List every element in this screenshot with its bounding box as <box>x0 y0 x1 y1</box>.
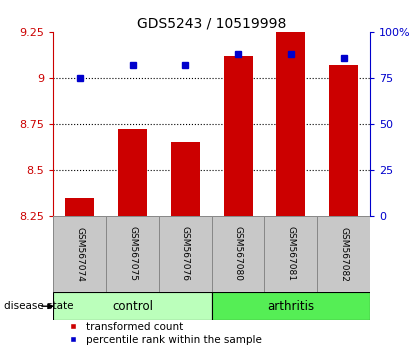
Text: arthritis: arthritis <box>267 300 314 313</box>
Bar <box>212 216 264 292</box>
Bar <box>224 56 252 216</box>
Bar <box>159 216 212 292</box>
Bar <box>106 216 159 292</box>
Bar <box>53 292 212 320</box>
Bar <box>264 216 317 292</box>
Text: GSM567076: GSM567076 <box>181 227 190 281</box>
Legend: transformed count, percentile rank within the sample: transformed count, percentile rank withi… <box>65 317 266 349</box>
Bar <box>317 216 370 292</box>
Bar <box>329 65 358 216</box>
Text: GSM567074: GSM567074 <box>75 227 84 281</box>
Bar <box>171 142 200 216</box>
Text: GSM567081: GSM567081 <box>286 227 295 281</box>
Bar <box>53 216 106 292</box>
Bar <box>212 292 370 320</box>
Title: GDS5243 / 10519998: GDS5243 / 10519998 <box>137 17 286 31</box>
Bar <box>65 198 94 216</box>
Bar <box>276 31 305 216</box>
Text: disease state: disease state <box>4 301 74 311</box>
Text: GSM567080: GSM567080 <box>233 227 242 281</box>
Bar <box>118 130 147 216</box>
Text: control: control <box>112 300 153 313</box>
Text: GSM567075: GSM567075 <box>128 227 137 281</box>
Text: GSM567082: GSM567082 <box>339 227 348 281</box>
